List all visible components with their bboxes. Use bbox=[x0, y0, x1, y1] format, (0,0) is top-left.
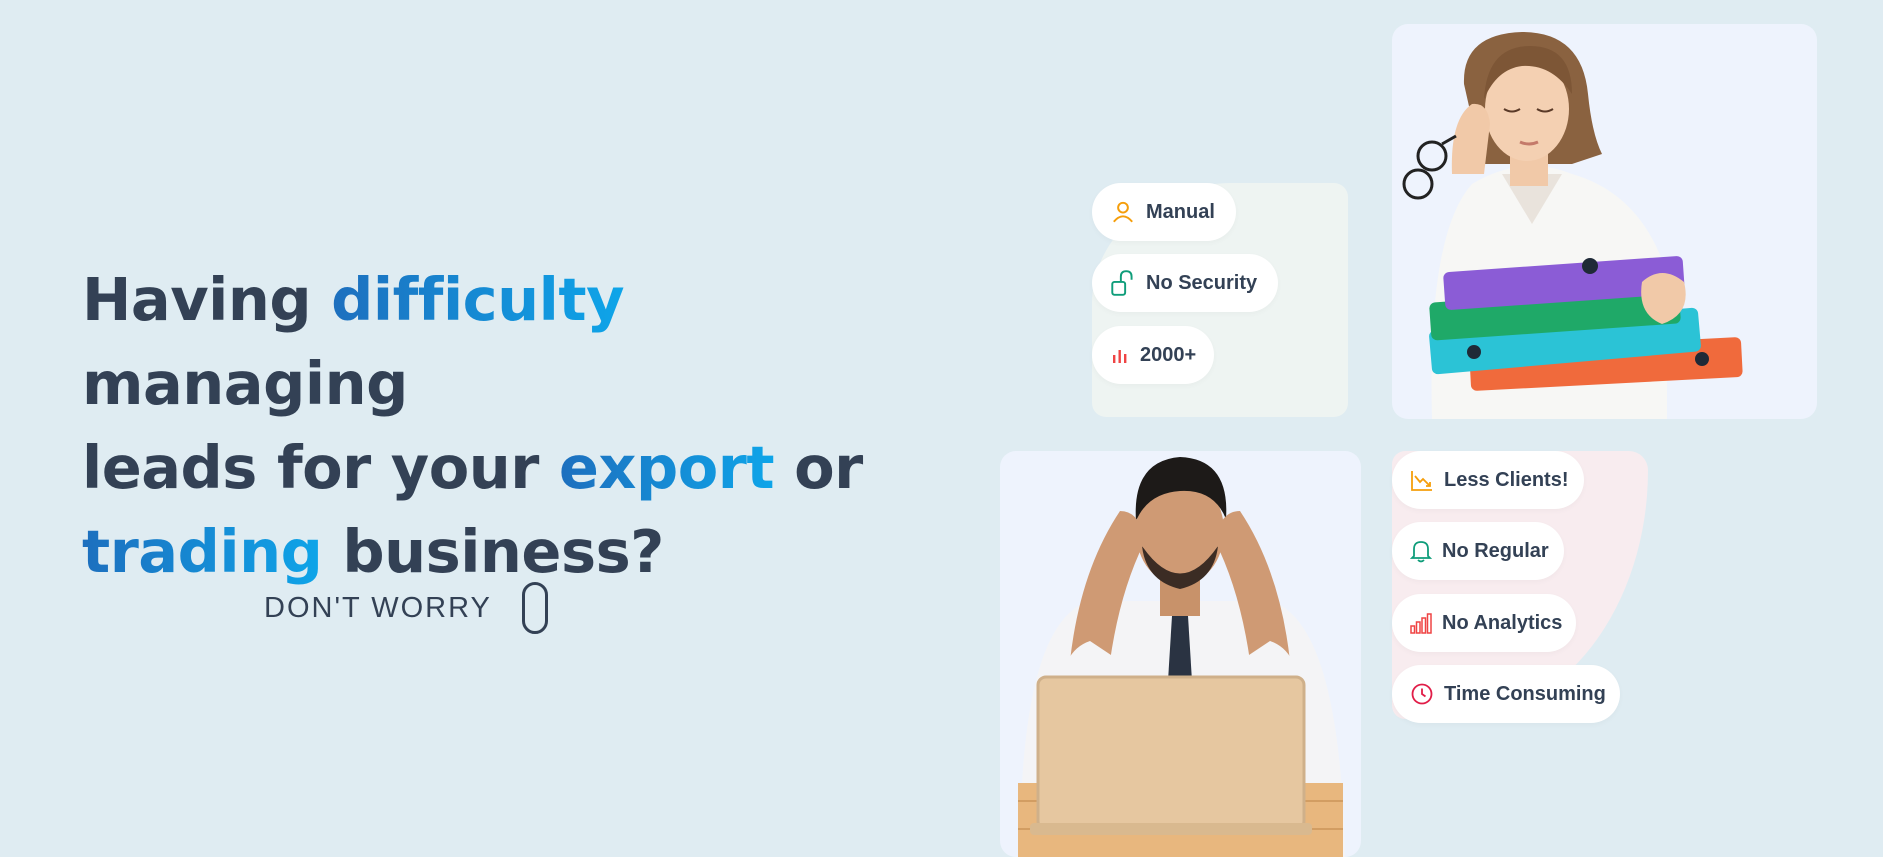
pill-label: 2000+ bbox=[1140, 343, 1197, 366]
dont-worry-cta[interactable]: DON'T WORRY bbox=[264, 582, 548, 634]
headline-highlight: trading bbox=[82, 517, 323, 586]
headline-text: leads for your bbox=[82, 433, 559, 502]
stressed-woman-image bbox=[1392, 24, 1817, 419]
headline-text: or bbox=[774, 433, 863, 502]
pill-no-regular: No Regular bbox=[1392, 522, 1564, 580]
pill-label: No Analytics bbox=[1442, 611, 1563, 634]
headline-text: Having bbox=[82, 265, 332, 334]
headline-text: managing bbox=[82, 349, 408, 418]
pill-less-clients: Less Clients! bbox=[1392, 451, 1584, 509]
pill-no-security: No Security bbox=[1092, 254, 1278, 312]
headline-text: business? bbox=[322, 517, 664, 586]
scroll-mouse-icon[interactable] bbox=[521, 582, 548, 634]
pill-label: No Security bbox=[1146, 271, 1258, 294]
woman-illustration bbox=[1402, 32, 1743, 419]
signal-bars-icon bbox=[1410, 613, 1432, 634]
pill-label: Manual bbox=[1146, 200, 1215, 223]
unlock-icon bbox=[1111, 270, 1133, 296]
clock-icon bbox=[1411, 683, 1433, 705]
pill-label: Less Clients! bbox=[1444, 468, 1569, 491]
headline-highlight: difficulty bbox=[331, 265, 625, 334]
pill-manual: Manual bbox=[1092, 183, 1236, 241]
user-icon bbox=[1113, 201, 1133, 223]
pill-label: Time Consuming bbox=[1444, 682, 1606, 705]
hero-headline: Having difficulty managing leads for you… bbox=[82, 258, 922, 594]
trending-down-icon bbox=[1411, 471, 1432, 491]
pill-label: No Regular bbox=[1442, 539, 1549, 562]
bar-chart-icon bbox=[1113, 350, 1127, 363]
bell-icon bbox=[1410, 541, 1432, 563]
headline-highlight: export bbox=[558, 433, 775, 502]
pill-time-consuming: Time Consuming bbox=[1392, 665, 1620, 723]
stressed-man-image bbox=[1000, 451, 1361, 857]
pill-2000-plus: 2000+ bbox=[1092, 326, 1214, 384]
pill-no-analytics: No Analytics bbox=[1392, 594, 1576, 652]
cta-label: DON'T WORRY bbox=[264, 591, 492, 624]
man-illustration bbox=[1018, 457, 1345, 857]
